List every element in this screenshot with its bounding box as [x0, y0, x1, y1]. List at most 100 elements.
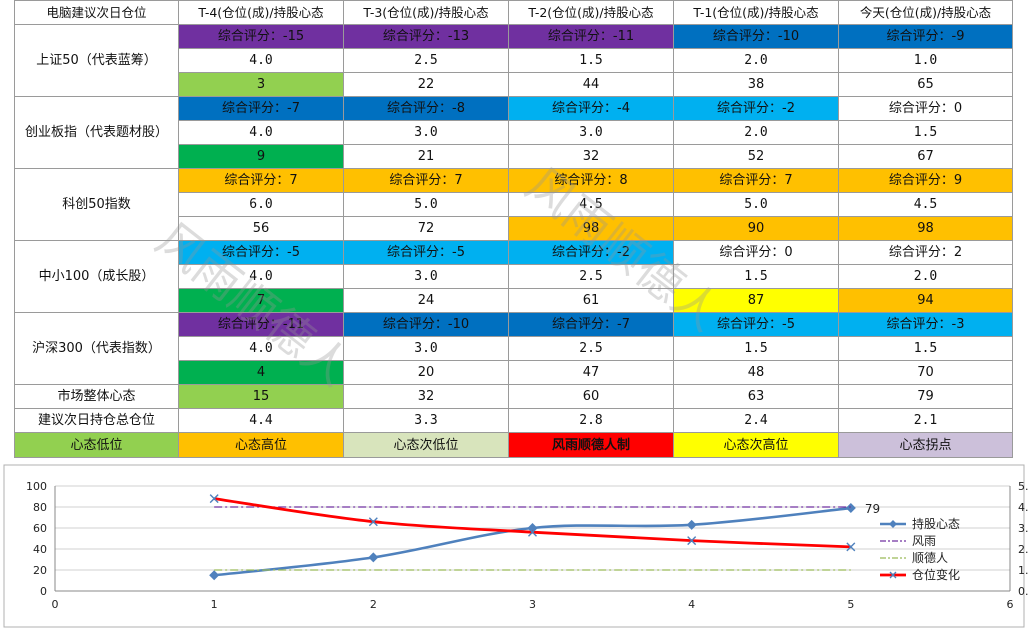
score-cell: 综合评分：7 [343, 168, 509, 193]
column-header: T-1(仓位(成)/持股心态 [673, 0, 839, 25]
market-mood-row: 市场整体心态 15 32 60 63 79 [14, 384, 1013, 409]
score-cell: 综合评分：-2 [508, 240, 674, 265]
total-position-label: 建议次日持仓总仓位 [14, 408, 179, 433]
market-mood-cell: 63 [673, 384, 839, 409]
mood-cell: 70 [838, 360, 1013, 385]
score-cell: 综合评分：0 [838, 96, 1013, 121]
series-3-point [687, 536, 697, 546]
y2-tick-label: 4. [1018, 501, 1028, 514]
x-tick-label: 1 [211, 598, 218, 611]
score-cell: 综合评分：-2 [673, 96, 839, 121]
color-legend-cell: 心态次高位 [673, 432, 839, 458]
mood-cell: 72 [343, 216, 509, 241]
legend-label: 仓位变化 [912, 567, 960, 582]
total-position-cell: 4.4 [178, 408, 344, 433]
score-cell: 综合评分：0 [673, 240, 839, 265]
y2-tick-label: 5. [1018, 480, 1028, 493]
mood-cell: 87 [673, 288, 839, 313]
series-0-point [845, 503, 856, 514]
score-cell: 综合评分：7 [673, 168, 839, 193]
position-cell: 4.0 [178, 264, 344, 289]
position-cell: 1.5 [508, 48, 674, 73]
y-tick-label: 40 [33, 543, 47, 556]
market-mood-label: 市场整体心态 [14, 384, 179, 409]
position-cell: 2.5 [508, 336, 674, 361]
corner-header: 电脑建议次日仓位 [14, 0, 179, 25]
score-cell: 综合评分：-5 [178, 240, 344, 265]
index-name: 沪深300（代表指数） [14, 312, 179, 385]
x-tick-label: 2 [370, 598, 377, 611]
column-header: T-4(仓位(成)/持股心态 [178, 0, 344, 25]
color-legend-cell: 风雨顺德人制 [508, 432, 674, 458]
chart-frame [3, 464, 1025, 628]
position-cell: 3.0 [343, 120, 509, 145]
position-cell: 2.5 [508, 264, 674, 289]
x-tick-label: 6 [1007, 598, 1014, 611]
total-position-cell: 2.8 [508, 408, 674, 433]
legend-label: 风雨 [912, 534, 936, 548]
position-cell: 4.5 [508, 192, 674, 217]
legend-marker [889, 571, 897, 579]
y2-tick-label: 1. [1018, 564, 1028, 577]
position-cell: 2.0 [673, 48, 839, 73]
market-mood-cell: 32 [343, 384, 509, 409]
mood-cell: 3 [178, 72, 344, 97]
score-cell: 综合评分：-7 [508, 312, 674, 337]
y-tick-label: 80 [33, 501, 47, 514]
score-row: 沪深300（代表指数） 综合评分：-11 综合评分：-10 综合评分：-7 综合评分：-… [14, 312, 1013, 385]
position-cell: 2.5 [343, 48, 509, 73]
position-cell: 4.0 [178, 336, 344, 361]
series-3-point [846, 542, 856, 552]
total-position-cell: 2.4 [673, 408, 839, 433]
score-cell: 综合评分：9 [838, 168, 1013, 193]
score-cell: 综合评分：-5 [343, 240, 509, 265]
position-cell: 3.0 [343, 336, 509, 361]
legend-label: 持股心态 [912, 516, 960, 531]
mood-cell: 20 [343, 360, 509, 385]
position-cell: 1.5 [838, 336, 1013, 361]
position-cell: 2.0 [673, 120, 839, 145]
mood-cell: 24 [343, 288, 509, 313]
column-header: 今天(仓位(成)/持股心态 [838, 0, 1013, 25]
y2-tick-label: 0. [1018, 585, 1028, 598]
y2-tick-label: 3. [1018, 522, 1028, 535]
score-row: 中小100（成长股） 综合评分：-5 综合评分：-5 综合评分：-2 综合评分：0 综合评… [14, 240, 1013, 313]
mood-cell: 94 [838, 288, 1013, 313]
score-cell: 综合评分：7 [178, 168, 344, 193]
position-cell: 3.0 [343, 264, 509, 289]
score-cell: 综合评分：-11 [178, 312, 344, 337]
column-header: T-3(仓位(成)/持股心态 [343, 0, 509, 25]
index-name: 上证50（代表蓝筹） [14, 24, 179, 97]
mood-cell: 56 [178, 216, 344, 241]
mood-cell: 22 [343, 72, 509, 97]
mood-cell: 52 [673, 144, 839, 169]
score-cell: 综合评分：-9 [838, 24, 1013, 49]
position-cell: 2.0 [838, 264, 1013, 289]
position-cell: 1.5 [673, 264, 839, 289]
mood-cell: 7 [178, 288, 344, 313]
score-row: 上证50（代表蓝筹） 综合评分：-15 综合评分：-13 综合评分：-11 综合评分：-… [14, 24, 1013, 97]
mood-cell: 9 [178, 144, 344, 169]
legend-marker [889, 520, 897, 528]
mood-cell: 44 [508, 72, 674, 97]
legend-label: 顺德人 [912, 550, 948, 565]
position-cell: 4.0 [178, 48, 344, 73]
market-mood-cell: 79 [838, 384, 1013, 409]
index-name: 创业板指（代表题材股） [14, 96, 179, 169]
score-cell: 综合评分：-8 [343, 96, 509, 121]
score-cell: 综合评分：-15 [178, 24, 344, 49]
score-row: 创业板指（代表题材股） 综合评分：-7 综合评分：-8 综合评分：-4 综合评分：-2 综… [14, 96, 1013, 169]
index-name: 中小100（成长股） [14, 240, 179, 313]
position-row: 4.0 2.5 1.5 2.0 1.0 [15, 48, 1013, 73]
x-tick-label: 0 [52, 598, 59, 611]
mood-cell: 47 [508, 360, 674, 385]
color-legend-cell: 心态低位 [14, 432, 179, 458]
market-mood-cell: 15 [178, 384, 344, 409]
position-cell: 4.5 [838, 192, 1013, 217]
column-header: T-2(仓位(成)/持股心态 [508, 0, 674, 25]
score-cell: 综合评分：-5 [673, 312, 839, 337]
y-tick-label: 0 [40, 585, 47, 598]
mood-cell: 48 [673, 360, 839, 385]
color-legend-row: 心态低位 心态高位 心态次低位 风雨顺德人制 心态次高位 心态拐点 [14, 432, 1013, 458]
position-cell: 1.5 [838, 120, 1013, 145]
